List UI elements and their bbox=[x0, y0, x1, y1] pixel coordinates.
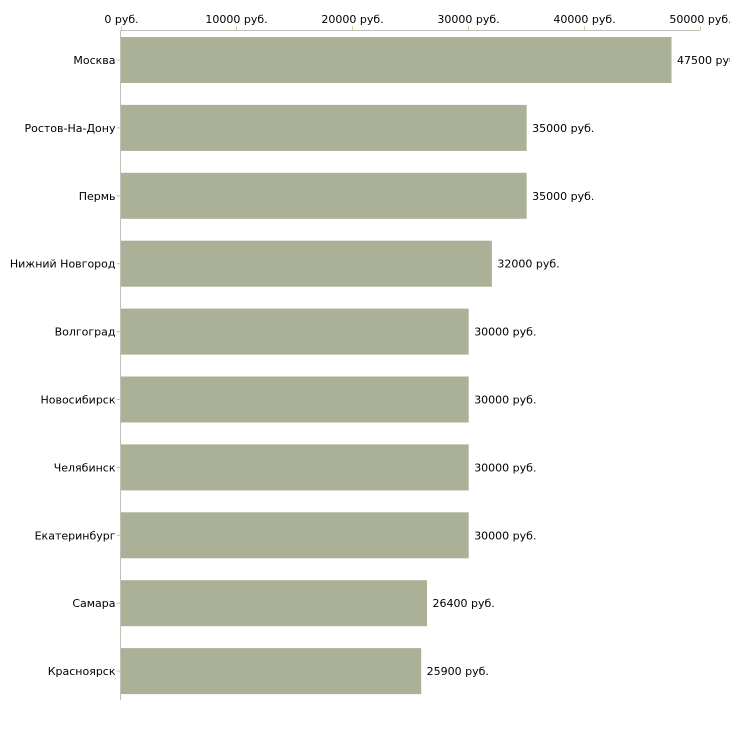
value-label: 30000 руб. bbox=[474, 529, 536, 542]
category-label: Самара bbox=[72, 597, 115, 610]
bar bbox=[121, 512, 469, 559]
x-tick-label: 30000 руб. bbox=[437, 13, 499, 26]
x-tick-label: 0 руб. bbox=[104, 13, 138, 26]
x-tick-label: 20000 руб. bbox=[321, 13, 383, 26]
category-label: Красноярск bbox=[48, 665, 116, 678]
category-label: Москва bbox=[73, 54, 115, 67]
category-label: Нижний Новгород bbox=[10, 258, 116, 271]
bar bbox=[121, 308, 469, 355]
value-label: 47500 руб. bbox=[677, 54, 730, 67]
category-label: Екатеринбург bbox=[35, 529, 116, 542]
category-label: Ростов-На-Дону bbox=[24, 122, 115, 135]
bar bbox=[121, 376, 469, 423]
category-label: Волгоград bbox=[55, 326, 116, 339]
bar bbox=[121, 37, 672, 83]
value-label: 32000 руб. bbox=[497, 258, 559, 271]
x-tick-label: 40000 руб. bbox=[553, 13, 615, 26]
value-label: 30000 руб. bbox=[474, 326, 536, 339]
x-tick-label: 10000 руб. bbox=[205, 13, 267, 26]
value-label: 30000 руб. bbox=[474, 461, 536, 474]
bar bbox=[121, 580, 427, 627]
x-tick-label: 50000 руб. bbox=[669, 13, 730, 26]
value-label: 30000 руб. bbox=[474, 394, 536, 407]
value-label: 35000 руб. bbox=[532, 122, 594, 135]
bar bbox=[121, 444, 469, 491]
category-label: Пермь bbox=[79, 190, 116, 203]
category-label: Челябинск bbox=[54, 461, 116, 474]
value-label: 25900 руб. bbox=[427, 665, 489, 678]
bar bbox=[121, 172, 527, 219]
bar bbox=[121, 104, 527, 151]
value-label: 26400 руб. bbox=[432, 597, 494, 610]
value-label: 35000 руб. bbox=[532, 190, 594, 203]
bar bbox=[121, 240, 492, 287]
category-label: Новосибирск bbox=[40, 394, 115, 407]
bar bbox=[121, 648, 422, 695]
